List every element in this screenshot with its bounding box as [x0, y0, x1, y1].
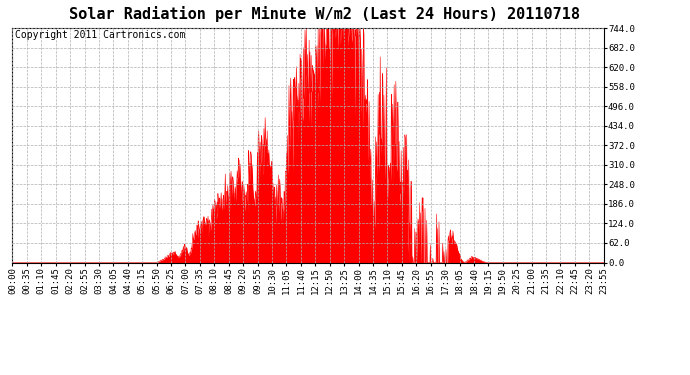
- Text: Solar Radiation per Minute W/m2 (Last 24 Hours) 20110718: Solar Radiation per Minute W/m2 (Last 24…: [69, 6, 580, 22]
- Text: Copyright 2011 Cartronics.com: Copyright 2011 Cartronics.com: [15, 30, 186, 40]
